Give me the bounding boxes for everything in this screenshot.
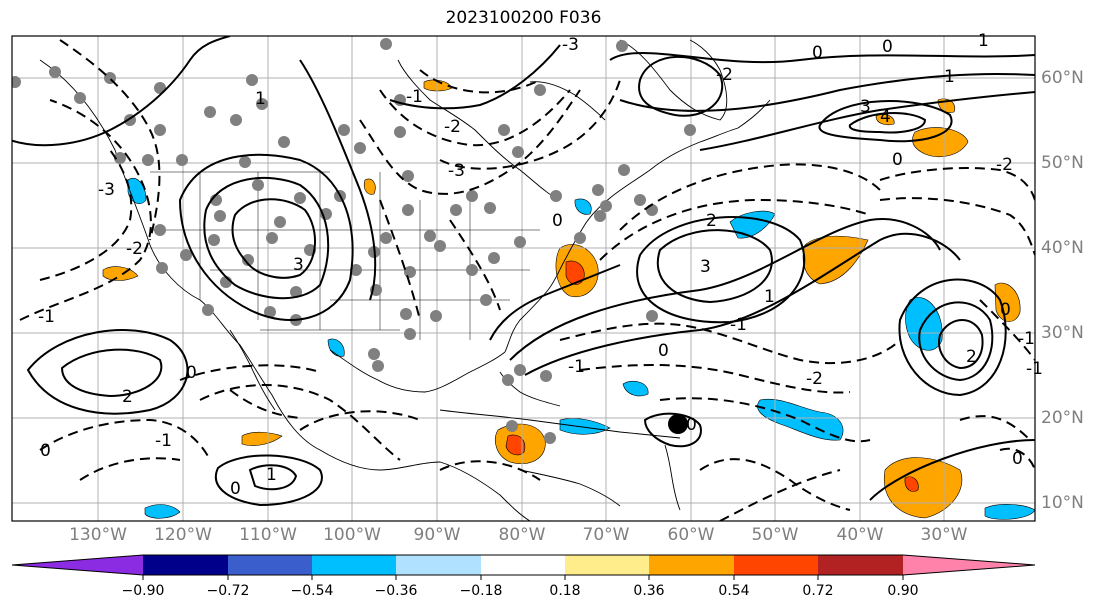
colorbar-segment [565,555,649,575]
contour-label: -1 [406,87,423,107]
lat-label: 60°N [1041,68,1084,88]
contour-label: -1 [1018,329,1035,349]
contour-label: 0 [552,211,563,231]
colorbar-tick-label: 0.36 [633,583,665,599]
colorbar-segment [396,555,481,575]
lon-label: 90°W [413,525,461,545]
shade-region [574,198,592,215]
contour-label: 0 [186,363,197,383]
contour-label: 2 [122,387,133,407]
lat-label: 10°N [1041,493,1084,513]
colorbar-tick-label: −0.90 [121,583,165,599]
lon-label: 40°W [836,525,884,545]
contour-label: -1 [38,307,55,327]
colorbar-tick-label: 0.72 [802,583,834,599]
contour-label: -1 [730,315,747,335]
colorbar-segment [143,555,228,575]
dashed-contours [19,39,1035,521]
contour-label: 1 [944,67,955,87]
contour-label: 2 [706,211,717,231]
colorbar-segment [734,555,818,575]
shade-region [622,381,649,397]
colorbar [11,554,1036,580]
colorbar-tick-label: −0.54 [290,583,334,599]
location-marker [668,414,688,434]
shade-region [565,260,585,285]
shade-region [363,178,376,195]
lon-label: 110°W [239,525,297,545]
shade-region [559,418,611,435]
colorbar-segment [228,555,312,575]
colorbar-extend-low [12,555,143,575]
contour-label: 1 [266,465,277,485]
solid-contours [12,36,1035,507]
lon-label: 50°W [751,525,799,545]
colorbar-segment [818,555,903,575]
shade-region [505,434,526,456]
shade-region [241,431,283,446]
contour-label: -3 [448,161,465,181]
lon-label: 120°W [154,525,212,545]
shade-region [994,282,1021,322]
shade-region [912,127,969,157]
contour-label: -1 [155,431,172,451]
lon-label: 100°W [323,525,381,545]
contour-label: -2 [806,369,823,389]
lon-label: 30°W [920,525,968,545]
lon-label: 60°W [667,525,715,545]
colorbar-segment [312,555,396,575]
colorbar-tick-label: 0.18 [549,583,581,599]
contour-label: 4 [880,107,891,127]
contour-label: 0 [1012,449,1023,469]
contour-label: 0 [892,150,903,170]
contour-label: 1 [764,287,775,307]
colorbar-tick-label: −0.18 [459,583,503,599]
shade-region [144,504,181,519]
contour-label: 0 [40,441,51,461]
contour-label: 1 [978,31,989,51]
colorbar-tick-label: −0.72 [206,583,250,599]
contour-label: -2 [716,65,733,85]
colorbar-tick-label: 0.54 [718,583,750,599]
lon-label: 80°W [498,525,546,545]
contour-label: 0 [686,415,697,435]
lat-label: 50°N [1041,153,1084,173]
contour-label: -2 [126,239,143,259]
shade-region [327,338,345,357]
colorbar-segment [481,555,565,575]
contour-label: 0 [812,43,823,63]
contour-labels: 0 0 1 1 4 3 0 -2 -3 -2 -2 -3 -1 1 3 -3 -… [38,31,1043,499]
colorbar-segment [649,555,734,575]
shade-region [904,476,919,492]
contour-label: 0 [882,37,893,57]
contour-label: 0 [230,479,241,499]
lat-label: 20°N [1041,408,1084,428]
lat-label: 30°N [1041,323,1084,343]
colorbar-tick-label: −0.36 [374,583,418,599]
contour-label: 3 [860,97,871,117]
contour-label: 3 [700,257,711,277]
contour-label: -2 [996,155,1013,175]
lat-label: 40°N [1041,238,1084,258]
lon-label: 70°W [582,525,630,545]
map-title: 2023100200 F036 [445,8,602,28]
contour-label: -3 [562,35,579,55]
contour-label: 1 [255,89,266,109]
contour-label: -3 [98,180,115,200]
contour-label: -1 [1026,359,1043,379]
graticule [12,36,1035,521]
colorbar-extend-high [903,555,1035,575]
contour-label: 2 [966,347,977,367]
contour-label: -2 [444,117,461,137]
map-frame [11,35,1036,522]
contour-label: 0 [658,341,669,361]
lon-label: 130°W [69,525,127,545]
contour-label: 0 [1000,300,1011,320]
contour-label: -1 [568,357,585,377]
colorbar-tick-label: 0.90 [887,583,919,599]
contour-label: 3 [293,255,304,275]
